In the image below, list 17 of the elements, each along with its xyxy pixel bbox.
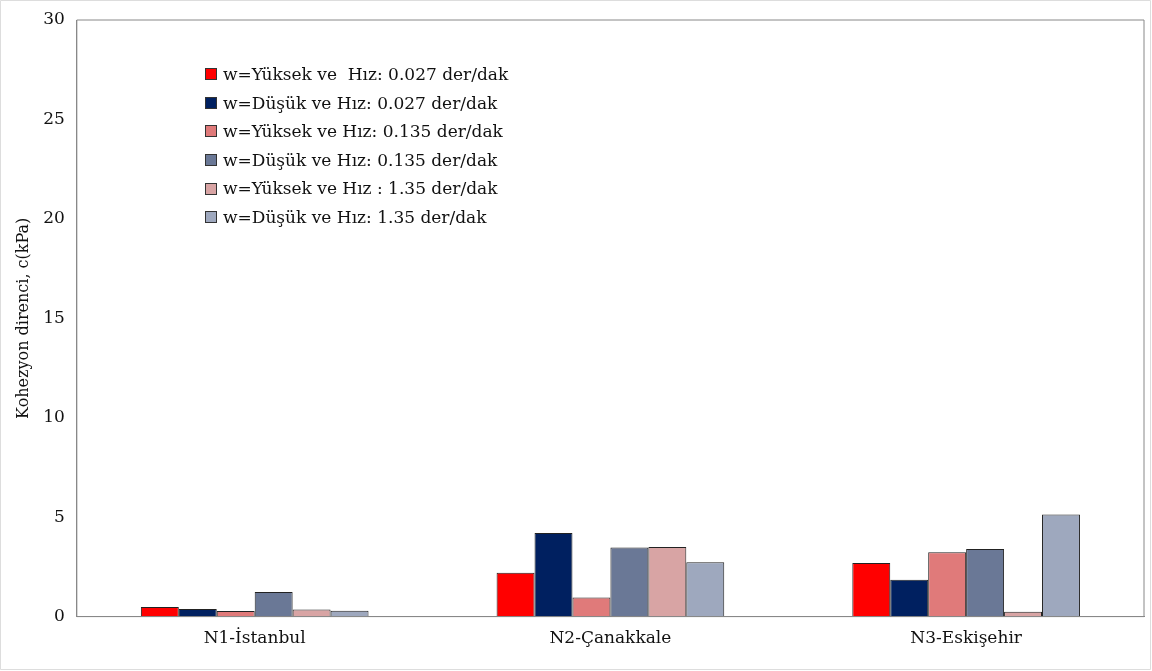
x-tick-label: N3-Eskişehir — [910, 627, 1023, 648]
y-tick-label: 25 — [43, 107, 65, 128]
y-tick-label: 10 — [43, 406, 65, 427]
legend-label: w=Yüksek ve Hız: 0.135 der/dak — [223, 120, 503, 144]
legend-label: w=Düşük ve Hız: 0.135 der/dak — [223, 148, 498, 172]
y-tick-label: 20 — [43, 207, 65, 228]
y-tick-label: 5 — [54, 505, 65, 526]
legend-label: w=Düşük ve Hız: 1.35 der/dak — [223, 205, 487, 229]
x-tick-label: N1-İstanbul — [203, 627, 306, 648]
legend-label: w=Yüksek ve Hız : 1.35 der/dak — [223, 177, 498, 201]
legend-label: w=Düşük ve Hız: 0.027 der/dak — [223, 91, 498, 115]
x-tick-label: N2-Çanakkale — [549, 627, 672, 648]
legend-label: w=Yüksek ve Hız: 0.027 der/dak — [223, 63, 509, 86]
y-axis-title: Kohezyon direnci, c(kPa) — [12, 217, 32, 419]
y-tick-label: 0 — [54, 605, 65, 626]
y-tick-label: 30 — [43, 8, 65, 29]
y-tick-label: 15 — [43, 306, 65, 327]
